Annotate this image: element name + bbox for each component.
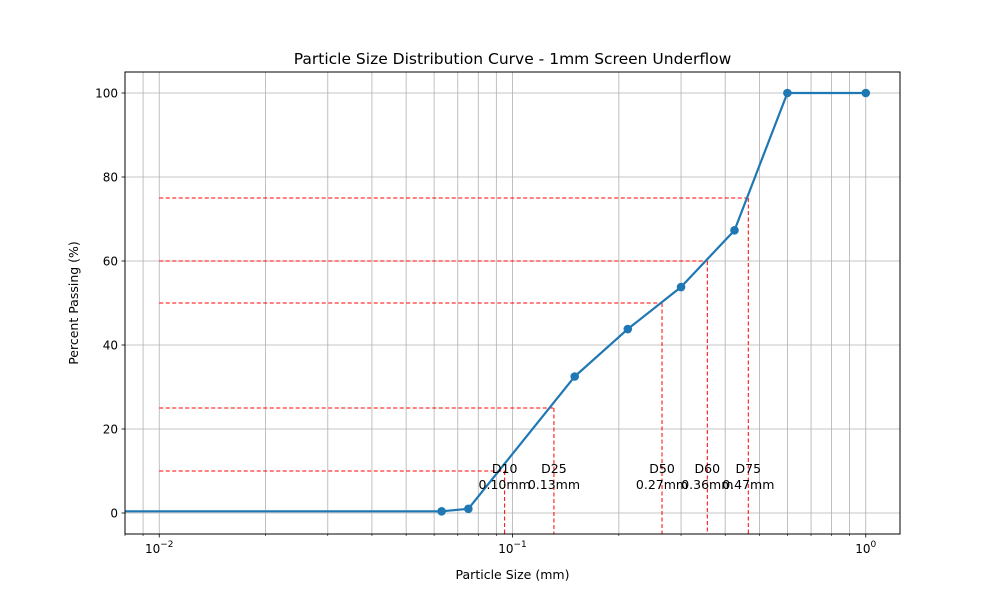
y-tick-label: 80 <box>103 170 118 184</box>
data-point <box>676 282 686 292</box>
data-point <box>437 507 446 516</box>
y-tick-label: 40 <box>103 338 118 352</box>
series <box>125 88 871 516</box>
y-tick-label: 60 <box>103 254 118 268</box>
data-point <box>861 88 871 98</box>
chart-title: Particle Size Distribution Curve - 1mm S… <box>294 50 732 68</box>
data-point <box>783 88 792 98</box>
x-axis-label: Particle Size (mm) <box>456 567 570 582</box>
series-0 <box>125 88 871 516</box>
annotation-label-d10: D10 <box>492 461 518 476</box>
data-point <box>623 324 633 334</box>
annotation-label-d75: D75 <box>736 461 762 476</box>
data-point <box>570 372 580 381</box>
annotation-value-d25: 0.13mm <box>528 477 580 492</box>
annotation-value-d10: 0.10mm <box>479 477 531 492</box>
y-tick-label: 20 <box>103 422 118 436</box>
annotation-value-d50: 0.27mm <box>636 477 688 492</box>
annotation-label-d25: D25 <box>541 461 567 476</box>
annotation-lines <box>159 197 749 534</box>
data-point <box>730 226 739 235</box>
y-axis-label: Percent Passing (%) <box>66 241 81 365</box>
annotation-value-d75: 0.47mm <box>722 477 774 492</box>
y-tick-label: 0 <box>110 506 118 520</box>
y-tick-label: 100 <box>95 86 118 100</box>
annotation-label-d50: D50 <box>649 461 675 476</box>
annotation-value-d60: 0.36mm <box>681 477 733 492</box>
data-point <box>464 504 473 514</box>
annotation-label-d60: D60 <box>695 461 721 476</box>
